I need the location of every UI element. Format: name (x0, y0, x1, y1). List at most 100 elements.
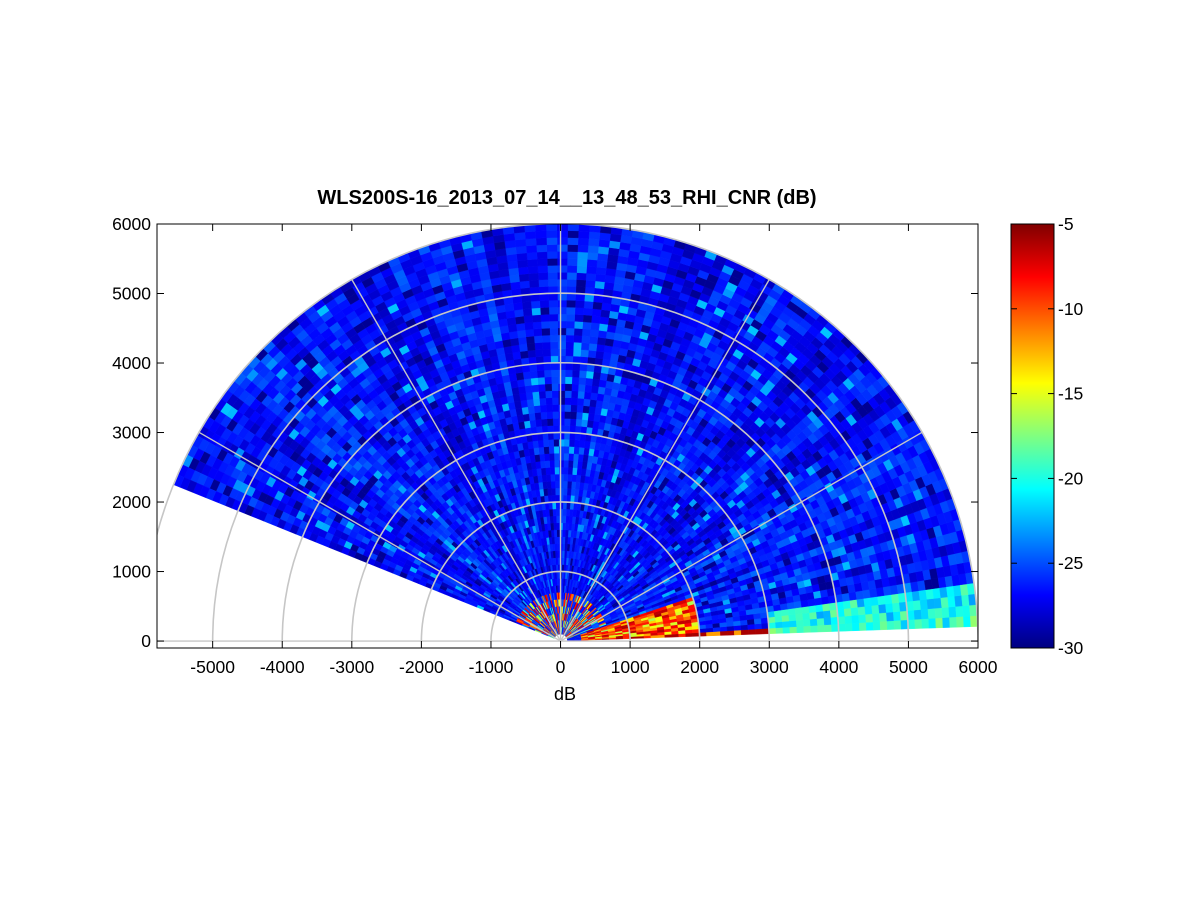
cnr-cell-3645 (531, 307, 541, 316)
cnr-cell-3409 (566, 306, 576, 315)
cnr-cell-3243 (599, 232, 611, 241)
cnr-cell-3711 (516, 259, 529, 268)
cnr-cell-3538 (546, 230, 558, 238)
cnr-cell-3444 (558, 473, 564, 482)
cnr-cell-3263 (569, 502, 575, 510)
cnr-cell-3539 (545, 224, 558, 232)
cnr-cell-3232 (591, 308, 602, 317)
cnr-cell-3561 (550, 480, 556, 489)
cnr-cell-3154 (584, 440, 591, 449)
cnr-cell-3420 (567, 230, 579, 239)
cnr-cell-3642 (533, 328, 543, 337)
cnr-cell-3641 (533, 335, 543, 344)
cnr-cell-3563 (549, 467, 555, 475)
cnr-cell-3220 (583, 391, 592, 400)
cnr-cell-24 (733, 629, 742, 636)
cnr-cell-3398 (564, 383, 572, 392)
cnr-cell-3327 (567, 467, 573, 475)
cnr-cell-110 (920, 608, 929, 620)
cnr-cell-3386 (563, 466, 569, 475)
cnr-cell-3764 (512, 302, 523, 311)
cnr-cell-3635 (537, 376, 546, 385)
cnr-cell-3750 (526, 398, 534, 408)
cnr-cell-3231 (591, 315, 601, 324)
cnr-cell-3527 (548, 306, 558, 315)
cnr-cell-105 (886, 611, 895, 622)
cnr-cell-3452 (558, 418, 565, 426)
cnr-cell-3472 (557, 279, 568, 287)
cnr-cell-3451 (558, 425, 565, 433)
cnr-cell-3560 (550, 487, 556, 496)
cnr-cell-84 (740, 624, 749, 631)
cnr-cell-3338 (570, 390, 579, 399)
cnr-cell-3329 (568, 453, 574, 461)
cnr-cell-3104 (598, 379, 607, 388)
cnr-cell-3633 (538, 390, 546, 399)
cnr-cell-3651 (527, 265, 539, 274)
cnr-cell-3212 (578, 446, 585, 455)
cnr-cell-3328 (567, 460, 574, 468)
cnr-cell-3344 (572, 348, 582, 357)
cnr-cell-165 (892, 602, 901, 613)
cnr-cell-159 (850, 606, 859, 616)
cnr-cell-3503 (554, 473, 560, 482)
cnr-cell-3406 (565, 327, 575, 336)
cnr-cell-148 (774, 615, 783, 623)
cnr-cell-94 (809, 618, 818, 626)
cnr-cell-3415 (566, 265, 578, 273)
cnr-cell-3700 (525, 335, 535, 345)
cnr-cell-3351 (574, 300, 585, 309)
cnr-cell-3516 (551, 383, 559, 391)
cnr-cell-3239 (596, 259, 608, 269)
cnr-cell-3712 (516, 252, 528, 262)
cnr-cell-3622 (545, 467, 551, 475)
cnr-cell-169 (919, 599, 929, 610)
cnr-cell-115 (955, 605, 964, 618)
cnr-cell-3228 (589, 336, 599, 345)
cnr-cell-3450 (558, 432, 565, 440)
cnr-cell-40 (845, 622, 853, 632)
cnr-cell-3644 (531, 314, 542, 323)
cnr-cell-3345 (573, 341, 582, 350)
cnr-cell-3233 (592, 301, 603, 310)
cnr-cell-3382 (562, 494, 568, 503)
cnr-cell-3359 (577, 244, 589, 253)
cnr-cell-3455 (558, 397, 565, 405)
cnr-cell-3356 (576, 265, 587, 274)
plot-area (157, 224, 978, 642)
cnr-cell-3339 (571, 383, 579, 392)
cnr-cell-3358 (577, 251, 588, 260)
cnr-cell-3570 (546, 418, 554, 426)
cnr-cell-153 (809, 611, 818, 620)
cnr-cell-3692 (531, 391, 540, 400)
cnr-cell-3341 (571, 369, 580, 378)
cnr-cell-3558 (551, 501, 557, 510)
cnr-cell-172 (940, 596, 949, 608)
cnr-cell-3521 (550, 348, 559, 357)
cnr-cell-36 (817, 624, 825, 633)
cnr-cell-26 (747, 628, 756, 635)
cnr-cell-3392 (563, 425, 571, 433)
cnr-cell-3167 (595, 350, 604, 360)
cnr-cell-3298 (586, 259, 598, 268)
cnr-cell-44 (872, 621, 881, 631)
cnr-cell-53 (935, 617, 944, 629)
cnr-cell-3529 (548, 292, 558, 301)
cnr-cell-3276 (575, 411, 583, 420)
cnr-cell-3318 (564, 529, 569, 538)
cnr-cell-3158 (587, 412, 595, 422)
cnr-cell-42 (858, 622, 867, 631)
cnr-cell-3586 (539, 307, 550, 315)
cnr-cell-18 (692, 632, 700, 637)
cnr-cell-3691 (532, 398, 541, 407)
cnr-cell-3502 (554, 480, 560, 489)
cnr-cell-3584 (540, 320, 550, 329)
cnr-cell-90 (782, 620, 790, 628)
cnr-cell-3325 (567, 480, 572, 489)
cnr-cell-3714 (514, 238, 527, 248)
cnr-cell-277 (848, 591, 858, 601)
cnr-cell-3446 (558, 459, 564, 468)
cnr-cell-3213 (578, 439, 586, 448)
cnr-cell-3463 (557, 341, 566, 350)
cnr-cell-3632 (539, 397, 547, 406)
